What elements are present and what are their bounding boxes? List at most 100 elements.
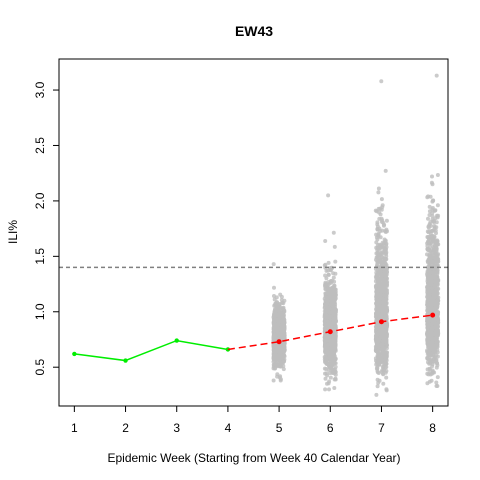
simulation-point: [374, 392, 379, 397]
simulation-point: [328, 375, 333, 380]
simulation-point: [379, 272, 384, 277]
simulation-point: [277, 326, 282, 331]
simulation-point: [383, 351, 388, 356]
simulation-point: [326, 272, 331, 277]
simulation-point: [429, 301, 434, 306]
simulation-point: [281, 314, 286, 319]
observed-point: [174, 338, 179, 343]
simulation-point: [276, 362, 281, 367]
simulation-point: [272, 297, 277, 302]
simulation-point: [429, 330, 434, 335]
simulation-point: [375, 377, 380, 382]
simulation-point: [331, 271, 336, 276]
simulation-point: [428, 270, 433, 275]
simulation-point: [332, 377, 337, 382]
simulation-point: [384, 242, 388, 247]
simulation-point: [378, 353, 383, 358]
simulation-point: [384, 251, 389, 256]
simulation-point: [425, 367, 430, 372]
simulation-point: [273, 301, 278, 306]
simulation-point: [382, 278, 387, 283]
simulation-point: [425, 356, 430, 360]
simulation-point: [377, 242, 382, 247]
simulation-point: [435, 263, 439, 267]
simulation-point: [332, 386, 337, 390]
simulation-point: [429, 282, 434, 287]
simulation-point: [431, 253, 436, 257]
simulation-point: [272, 285, 276, 290]
simulation-point: [430, 322, 434, 327]
y-tick-label: 3.0: [33, 81, 47, 98]
simulation-point: [383, 288, 388, 292]
simulation-point: [425, 332, 430, 337]
x-tick-label: 7: [378, 421, 385, 435]
simulation-point: [434, 73, 439, 78]
simulation-point: [374, 240, 379, 245]
simulation-point: [330, 293, 335, 298]
simulation-point: [425, 241, 430, 246]
simulation-point: [380, 314, 385, 319]
simulation-point: [426, 247, 431, 252]
simulation-point: [376, 232, 381, 237]
simulation-point: [434, 380, 439, 385]
simulation-point: [426, 235, 431, 240]
simulation-point: [327, 306, 331, 311]
simulation-point: [379, 79, 384, 84]
simulation-point: [272, 321, 276, 326]
simulation-point: [376, 323, 380, 328]
x-tick-label: 5: [276, 421, 283, 435]
simulation-point: [323, 376, 328, 381]
simulation-point: [430, 214, 435, 219]
simulation-point: [375, 369, 380, 373]
simulation-point: [384, 333, 389, 338]
simulation-point: [381, 381, 386, 386]
simulation-point: [374, 245, 379, 250]
simulation-point: [435, 269, 440, 274]
y-tick-label: 2.5: [33, 137, 47, 154]
simulation-point: [383, 302, 388, 307]
simulation-point: [436, 318, 441, 323]
forecast-point: [327, 329, 333, 335]
simulation-point: [325, 381, 329, 386]
x-tick-label: 4: [225, 421, 232, 435]
simulation-point: [277, 313, 282, 318]
simulation-point: [383, 238, 388, 243]
simulation-point: [425, 298, 430, 303]
simulation-point: [374, 296, 379, 301]
simulation-point: [327, 315, 332, 320]
simulation-point: [379, 219, 384, 224]
simulation-point: [374, 335, 379, 340]
simulation-point: [279, 349, 284, 354]
y-tick-label: 2.0: [33, 192, 47, 209]
simulation-point: [329, 341, 334, 346]
simulation-point: [431, 198, 436, 203]
simulation-point: [436, 252, 441, 257]
simulation-point: [376, 186, 381, 191]
simulation-point: [322, 366, 327, 371]
simulation-point: [380, 228, 385, 233]
simulation-point: [425, 371, 430, 376]
simulation-point: [425, 295, 430, 300]
simulation-point: [428, 257, 432, 262]
simulation-point: [325, 299, 330, 304]
simulation-point: [379, 197, 384, 202]
simulation-point: [383, 358, 388, 363]
observed-line: [74, 339, 229, 362]
simulation-point: [279, 319, 284, 324]
observed-point: [72, 351, 77, 357]
simulation-point: [377, 282, 382, 287]
simulation-point: [426, 230, 431, 235]
simulation-point: [382, 258, 387, 263]
simulation-point: [378, 293, 383, 297]
simulation-point: [374, 301, 379, 306]
simulation-point: [280, 300, 285, 305]
simulation-point: [332, 244, 337, 249]
simulation-point: [426, 318, 431, 323]
simulation-point: [327, 352, 332, 357]
simulation-point: [325, 283, 330, 288]
simulation-point: [432, 336, 436, 341]
simulation-point: [433, 275, 438, 280]
y-tick-label: 1.0: [33, 303, 47, 320]
simulation-point: [426, 323, 431, 328]
simulation-point: [427, 340, 431, 345]
